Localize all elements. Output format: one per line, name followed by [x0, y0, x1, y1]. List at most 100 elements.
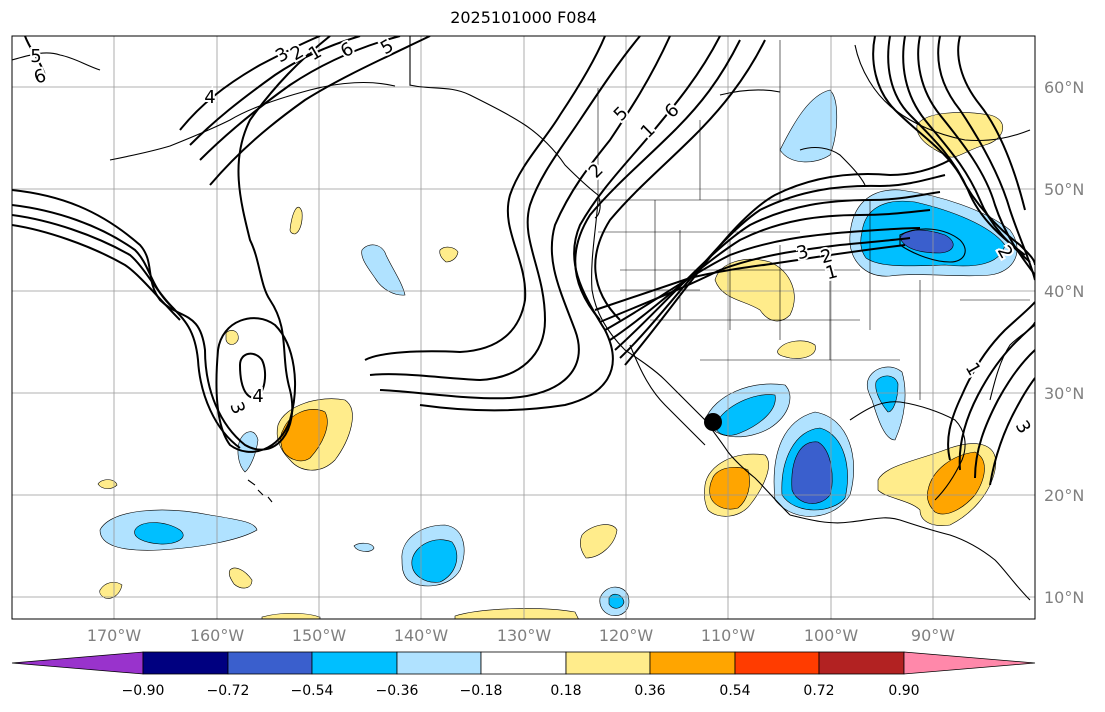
- coast-mexico: [789, 514, 1031, 601]
- colorbar-bin: [480, 651, 567, 675]
- colorbar-bin: [565, 651, 651, 675]
- colorbar-tick-label: −0.36: [375, 683, 419, 699]
- gridlines: [12, 36, 1035, 619]
- contour-west-8: [209, 36, 431, 186]
- colorbar-tick-label: 0.18: [550, 683, 582, 699]
- colorbar-tick-label: −0.18: [459, 683, 503, 699]
- colorbar-tick-label: −0.90: [121, 683, 165, 699]
- contour-west-7: [199, 36, 401, 161]
- lon-label: 110°W: [700, 626, 756, 645]
- contour-west-4: [12, 224, 181, 321]
- coast-hudson: [854, 44, 1031, 142]
- lat-label: 50°N: [1044, 180, 1085, 199]
- field-yellow-13: [225, 330, 239, 345]
- colorbar-tick-label: 0.54: [719, 683, 751, 699]
- contour-us-7: [624, 159, 951, 366]
- lat-label: 20°N: [1044, 486, 1085, 505]
- field-yellow-14: [454, 608, 579, 619]
- coast-gulf: [849, 401, 966, 501]
- colorbar: [11, 651, 1036, 675]
- colorbar-bin: [142, 651, 229, 675]
- field-yellow-3: [777, 340, 816, 359]
- contour-east-10: [989, 377, 1035, 486]
- lon-label: 130°W: [496, 626, 552, 645]
- field-yellow-10: [97, 479, 118, 489]
- contour-us-1: [594, 244, 906, 311]
- contour-us-4: [609, 209, 931, 341]
- lon-label: 100°W: [803, 626, 859, 645]
- contour-us-5: [614, 191, 941, 351]
- coastlines: [12, 36, 1035, 601]
- height-contours: [12, 36, 1035, 486]
- contour-east-7: [947, 301, 1035, 461]
- contour-ridge-3: [379, 36, 671, 400]
- field-yellow-8: [228, 567, 253, 589]
- contour-ridge-2: [369, 36, 641, 382]
- coast-aleutians: [109, 81, 396, 161]
- contour-west-1: [12, 36, 331, 451]
- state-borders: [409, 36, 1030, 400]
- contour-us-6: [619, 174, 946, 359]
- lon-label: 160°W: [189, 626, 245, 645]
- lon-label: 140°W: [393, 626, 449, 645]
- field-blue-6: [875, 375, 899, 413]
- map-title: 2025101000 F084: [450, 8, 597, 27]
- lat-label: 40°N: [1044, 282, 1085, 301]
- contour-ridge-1: [364, 36, 606, 361]
- colorbar-tick-label: −0.54: [290, 683, 334, 699]
- contour-east-3: [902, 36, 1031, 263]
- coast-westcoast: [591, 199, 791, 516]
- contour-us-3: [604, 227, 921, 331]
- contour-east-5: [937, 36, 1035, 281]
- contour-nw-1: [24, 36, 46, 76]
- contour-east-2: [887, 36, 1026, 256]
- lon-label: 90°W: [910, 626, 956, 645]
- contour-ridge-5: [574, 39, 741, 321]
- field-blue-3: [714, 394, 776, 436]
- field-yellow-11: [289, 206, 303, 235]
- lat-label: 60°N: [1044, 78, 1085, 97]
- lon-label: 120°W: [598, 626, 654, 645]
- colorbar-over: [903, 651, 1036, 675]
- field-royal-1: [791, 441, 833, 504]
- contour-ridge-6: [594, 39, 766, 321]
- colorbar-bin: [818, 651, 905, 675]
- contour-west-5: [179, 36, 321, 131]
- colorbar-bin: [227, 651, 313, 675]
- contour-west-3: [12, 214, 176, 311]
- colorbar-bin: [311, 651, 398, 675]
- colorbar-tick-label: 0.90: [888, 683, 920, 699]
- contour-east-8: [958, 321, 1035, 471]
- location-marker: [704, 413, 722, 431]
- colorbar-tick-label: 0.72: [803, 683, 835, 699]
- field-blue-7: [608, 593, 625, 609]
- colorbar-bin: [396, 651, 482, 675]
- field-lightblue-3: [361, 244, 406, 296]
- field-lightblue-4: [779, 89, 838, 163]
- lon-label: 170°W: [86, 626, 142, 645]
- coast-greatlakes: [899, 228, 966, 263]
- colorbar-tick-label: −0.72: [206, 683, 250, 699]
- map-frame: [11, 35, 1036, 620]
- contour-label: 5: [30, 46, 41, 67]
- contour-east-6: [957, 36, 1026, 211]
- coast-baja: [629, 344, 706, 446]
- contour-east-9: [974, 349, 1035, 479]
- field-yellow-15: [261, 612, 321, 619]
- contour-east-4: [917, 36, 1035, 276]
- field-lightblue-11: [353, 542, 375, 552]
- contour-west-6: [189, 36, 361, 146]
- coast-siberia: [12, 52, 101, 71]
- colorbar-tick-label: 0.36: [634, 683, 666, 699]
- colorbar-bin: [734, 651, 820, 675]
- field-blue-1: [134, 522, 184, 545]
- contour-low-3: [238, 352, 267, 400]
- field-yellow-7: [580, 524, 618, 559]
- contour-label: 4: [252, 386, 263, 407]
- field-blue-2: [411, 539, 458, 583]
- field-orange-2: [709, 467, 750, 510]
- contour-label: 4: [204, 87, 215, 108]
- lat-label: 10°N: [1044, 588, 1085, 607]
- colorbar-under: [11, 651, 144, 675]
